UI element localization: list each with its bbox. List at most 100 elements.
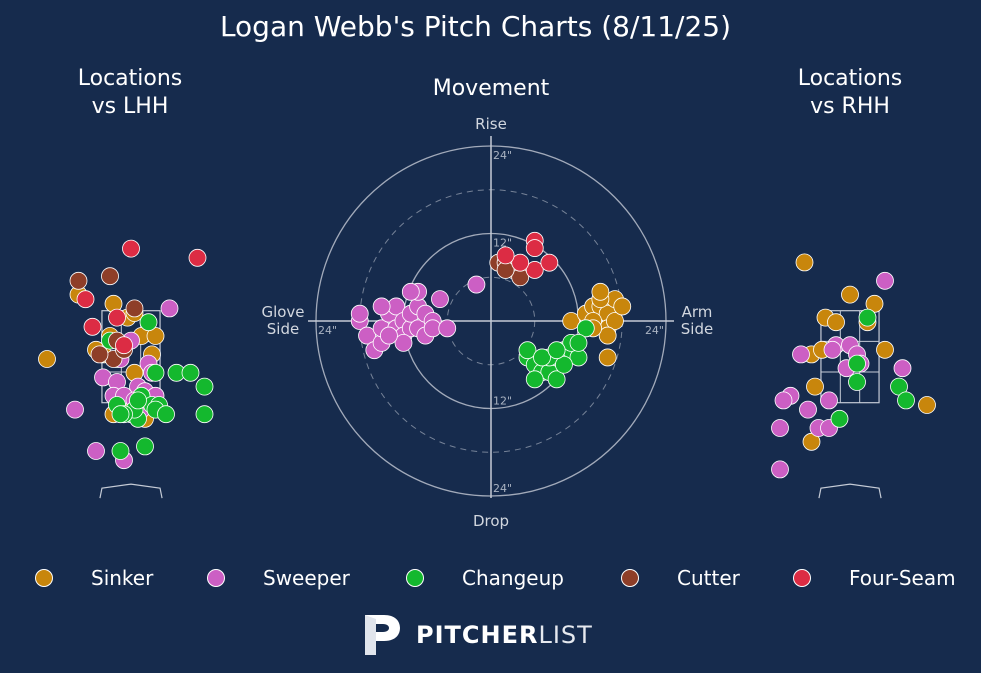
movement-point-four-seam [511, 253, 530, 272]
movement-point-sweeper [350, 304, 369, 323]
legend-label-changeup: Changeup [462, 566, 564, 590]
lhh-point-sweeper [66, 400, 84, 419]
lhh-title-line-1: Locations [77, 66, 183, 91]
logo-text-bold: PITCHER [416, 621, 539, 649]
lhh-point-four-seam [115, 336, 133, 355]
lhh-panel-title: Locations vs LHH [30, 65, 230, 121]
logo-text-light: LIST [538, 621, 593, 649]
legend-swatch-sweeper [207, 569, 225, 587]
movement-point-sinker [606, 312, 624, 330]
rhh-location-plot [771, 253, 936, 499]
lhh-point-four-seam [108, 308, 126, 327]
movement-point-sinker [598, 348, 617, 367]
movement-label-arm-2: Side [681, 320, 713, 338]
rhh-point-sweeper [771, 419, 789, 437]
rhh-point-sweeper [820, 391, 838, 410]
rhh-point-sweeper [893, 359, 912, 378]
movement-point-sweeper [372, 297, 391, 316]
lhh-point-changeup [195, 377, 214, 396]
legend-label-sweeper: Sweeper [263, 566, 350, 590]
rhh-point-sinker [827, 313, 845, 332]
rhh-point-changeup [848, 373, 866, 391]
movement-point-changeup [533, 348, 551, 367]
rhh-point-sinker [876, 340, 894, 359]
legend-label-sinker: Sinker [91, 566, 154, 590]
lhh-point-four-seam [122, 239, 140, 258]
movement-point-four-seam [540, 253, 559, 272]
movement-point-changeup [555, 355, 573, 374]
lhh-point-sweeper [160, 299, 179, 318]
legend-swatch-cutter [621, 569, 639, 587]
lhh-point-four-seam [83, 317, 102, 336]
lhh-point-sinker [38, 350, 56, 368]
movement-point-sweeper [401, 282, 420, 301]
pitcherlist-logo-icon [365, 615, 400, 655]
movement-point-sinker [562, 312, 581, 330]
movement-point-sinker [613, 297, 632, 316]
ring-label-12-bottom: 12" [493, 395, 512, 408]
lhh-point-four-seam [76, 290, 95, 309]
legend-label-cutter: Cutter [677, 566, 740, 590]
movement-plot: 12"24"12"24"24" 24"RiseDropGloveSideArmSi… [261, 115, 713, 530]
rhh-point-sweeper [774, 391, 793, 410]
movement-point-changeup [547, 341, 566, 360]
movement-point-changeup [576, 319, 595, 338]
lhh-point-changeup [157, 405, 175, 424]
lhh-title-line-2: vs LHH [91, 94, 169, 119]
ring-label-24-bottom: 24" [493, 482, 512, 495]
ring-label-24-top: 24" [493, 149, 512, 162]
rhh-point-sweeper [771, 460, 789, 479]
lhh-point-changeup [195, 405, 214, 424]
movement-point-four-seam [525, 261, 544, 279]
rhh-point-sinker [795, 253, 814, 272]
lhh-point-changeup [111, 405, 130, 424]
movement-label-glove-1: Glove [261, 303, 304, 321]
rhh-title-line-2: vs RHH [810, 94, 890, 119]
rhh-panel-title: Locations vs RHH [750, 65, 950, 121]
rhh-point-sweeper [823, 340, 842, 359]
rhh-home-plate [818, 483, 882, 499]
rhh-point-sinker [806, 377, 824, 396]
movement-point-changeup [518, 341, 537, 360]
chart-title: Logan Webb's Pitch Charts (8/11/25) [219, 10, 732, 43]
legend-item-sweeper: Sweeper [207, 560, 350, 596]
movement-point-sweeper [358, 326, 376, 345]
lhh-point-cutter [90, 345, 109, 364]
movement-point-sweeper [438, 319, 457, 338]
ring-label-24-right: 24" [645, 324, 664, 337]
movement-point-changeup [569, 333, 588, 352]
lhh-point-cutter [101, 267, 119, 286]
ring-label-12-top: 12" [493, 237, 512, 250]
legend-swatch-sinker [35, 569, 53, 587]
rhh-point-changeup [897, 391, 915, 410]
rhh-point-sinker [841, 285, 859, 304]
legend-item-changeup: Changeup [406, 560, 564, 596]
legend-item-sinker: Sinker [35, 560, 153, 596]
movement-point-sinker [598, 326, 617, 345]
rhh-point-sweeper [792, 345, 810, 364]
movement-panel-title: Movement [432, 76, 550, 101]
lhh-point-changeup [111, 442, 130, 460]
movement-point-sweeper [467, 275, 486, 294]
legend-item-four-seam: Four-Seam [793, 560, 956, 596]
lhh-point-changeup [139, 313, 158, 332]
movement-label-glove-2: Side [267, 320, 299, 338]
lhh-point-four-seam [188, 248, 207, 267]
movement-label-rise: Rise [475, 115, 507, 133]
rhh-point-changeup [830, 409, 849, 428]
lhh-home-plate [99, 483, 163, 499]
legend: Sinker Sweeper Changeup Cutter Four-Seam [20, 560, 970, 596]
movement-point-four-seam [525, 239, 544, 257]
rhh-title-line-1: Locations [797, 66, 903, 91]
movement-label-arm-1: Arm [682, 303, 713, 321]
rhh-point-sweeper [876, 271, 894, 290]
lhh-point-sweeper [87, 442, 105, 460]
rhh-point-changeup [858, 308, 877, 327]
movement-point-four-seam [496, 246, 515, 265]
movement-point-changeup [547, 370, 566, 389]
lhh-point-changeup [181, 363, 200, 382]
pitcherlist-logo: PITCHERLIST [362, 612, 593, 658]
movement-point-changeup [525, 370, 544, 389]
lhh-point-cutter [125, 299, 144, 318]
movement-label-drop: Drop [473, 512, 509, 530]
